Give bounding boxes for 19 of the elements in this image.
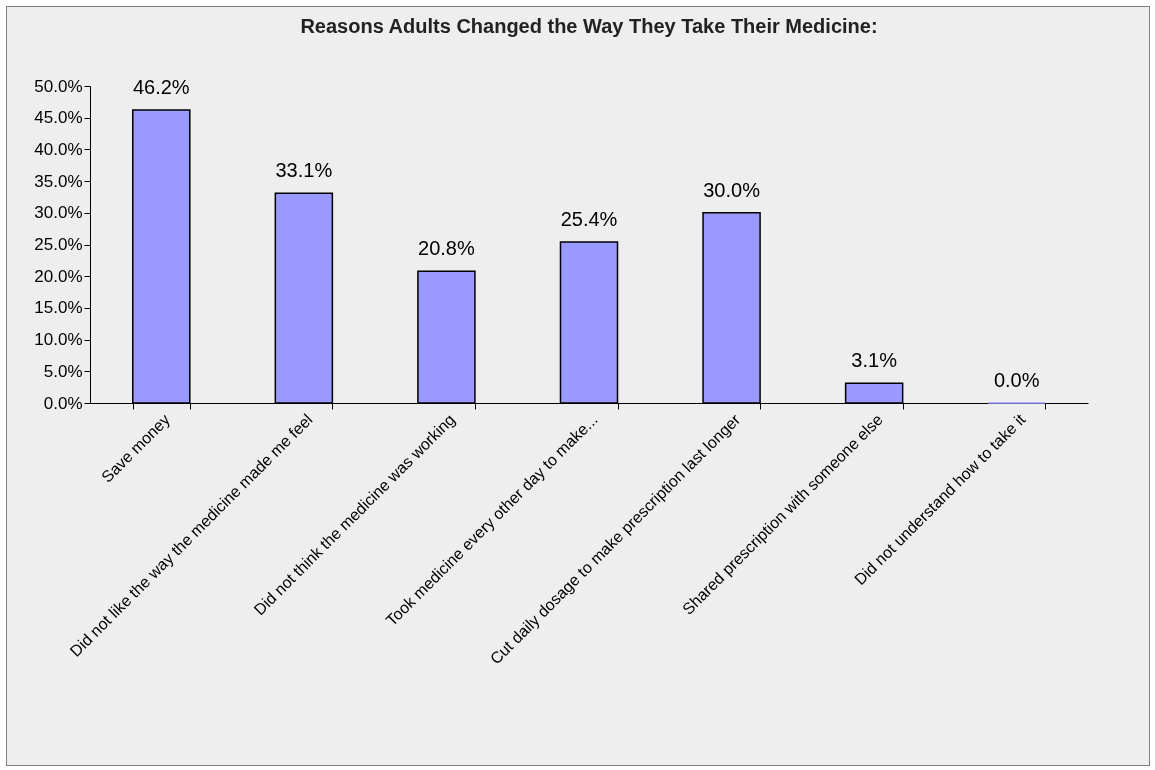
y-tick-label: 20.0% xyxy=(34,266,83,286)
data-label: 3.1% xyxy=(851,349,898,372)
y-tick-label: 25.0% xyxy=(34,235,83,254)
y-tick-label: 15.0% xyxy=(34,298,83,318)
data-label: 30.0% xyxy=(703,178,761,201)
y-tick-label: 30.0% xyxy=(34,203,83,223)
data-label: 25.4% xyxy=(560,207,618,230)
data-label: 20.8% xyxy=(418,237,475,260)
y-tick-label: 5.0% xyxy=(43,361,83,381)
y-tick-label: 0.0% xyxy=(43,393,83,413)
data-label: 33.1% xyxy=(275,159,333,182)
y-tick-label: 45.0% xyxy=(34,108,83,128)
y-tick-label: 10.0% xyxy=(34,330,83,350)
y-tick-label: 40.0% xyxy=(34,139,83,159)
data-label: 46.2% xyxy=(132,76,190,99)
chart-title: Reasons Adults Changed the Way They Take Their Medicine: xyxy=(300,15,878,37)
y-tick-label: 50.0% xyxy=(34,76,83,96)
y-tick-label: 35.0% xyxy=(34,171,83,191)
data-label: 0.0% xyxy=(993,369,1040,391)
